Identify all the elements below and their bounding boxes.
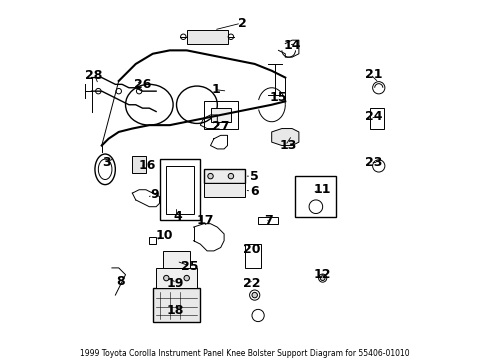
Bar <box>166 166 193 213</box>
Text: 1: 1 <box>211 83 220 96</box>
Text: 8: 8 <box>116 275 124 288</box>
Text: 5: 5 <box>250 170 259 183</box>
Text: 20: 20 <box>242 243 260 256</box>
Circle shape <box>251 292 257 298</box>
Bar <box>132 156 145 173</box>
Text: 6: 6 <box>250 185 259 198</box>
Bar <box>156 268 197 288</box>
Text: 2: 2 <box>238 17 246 30</box>
Circle shape <box>228 174 233 179</box>
Circle shape <box>163 275 169 281</box>
Text: 25: 25 <box>181 260 199 273</box>
Bar <box>244 244 261 268</box>
Bar <box>152 288 200 322</box>
Text: 14: 14 <box>283 39 300 52</box>
Text: 15: 15 <box>269 91 286 104</box>
Circle shape <box>320 276 325 280</box>
Bar <box>203 102 237 129</box>
Bar <box>369 108 383 129</box>
Text: 1999 Toyota Corolla Instrument Panel Knee Bolster Support Diagram for 55406-0101: 1999 Toyota Corolla Instrument Panel Kne… <box>80 350 408 359</box>
Text: 27: 27 <box>211 120 229 133</box>
Bar <box>210 108 230 122</box>
Text: 10: 10 <box>156 229 173 242</box>
Circle shape <box>207 174 213 179</box>
Bar <box>295 176 336 217</box>
Bar <box>163 251 190 268</box>
Circle shape <box>183 275 189 281</box>
Text: 9: 9 <box>150 188 159 201</box>
Bar <box>159 159 200 220</box>
Text: 4: 4 <box>174 210 182 224</box>
Bar <box>149 237 156 244</box>
Text: 18: 18 <box>166 304 183 317</box>
Bar <box>203 183 244 197</box>
Bar <box>186 30 227 44</box>
Text: 24: 24 <box>364 110 382 123</box>
Text: 26: 26 <box>134 78 151 91</box>
Text: 16: 16 <box>139 159 156 172</box>
Text: 11: 11 <box>313 183 331 196</box>
Text: 28: 28 <box>84 69 102 82</box>
Text: 23: 23 <box>364 156 382 169</box>
Text: 13: 13 <box>280 139 297 152</box>
Bar <box>203 169 244 183</box>
Text: 12: 12 <box>313 268 331 281</box>
Text: 17: 17 <box>196 214 214 227</box>
Polygon shape <box>271 129 298 145</box>
Text: 7: 7 <box>264 214 272 227</box>
Text: 19: 19 <box>166 277 183 290</box>
Text: 22: 22 <box>242 277 260 290</box>
Bar <box>258 217 278 224</box>
Text: 3: 3 <box>102 156 111 169</box>
Text: 21: 21 <box>364 68 382 81</box>
